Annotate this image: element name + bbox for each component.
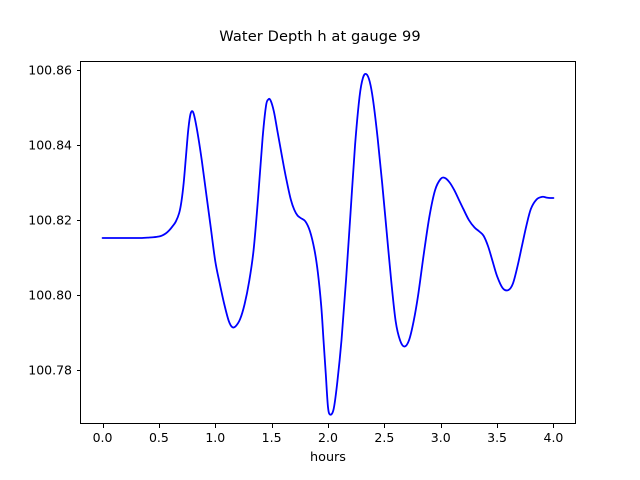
x-tick-mark bbox=[497, 424, 499, 428]
x-tick-mark bbox=[158, 424, 160, 428]
x-tick-mark bbox=[384, 424, 386, 428]
x-tick-label: 3.5 bbox=[487, 430, 508, 445]
y-tick-mark bbox=[76, 70, 80, 72]
y-axis-tick-labels: 100.78 100.80 100.82 100.84 100.86 bbox=[0, 0, 72, 480]
y-tick-mark bbox=[76, 220, 80, 222]
y-tick-label: 100.80 bbox=[28, 287, 72, 303]
data-curve-container bbox=[80, 61, 576, 424]
x-tick-mark bbox=[102, 424, 104, 428]
x-tick-mark bbox=[215, 424, 217, 428]
axes-frame bbox=[80, 61, 576, 424]
chart-title: Water Depth h at gauge 99 bbox=[219, 28, 421, 45]
x-tick-label: 2.5 bbox=[374, 430, 395, 445]
y-tick-mark bbox=[76, 145, 80, 147]
y-tick-mark bbox=[76, 369, 80, 371]
x-tick-mark bbox=[271, 424, 273, 428]
plot-area bbox=[80, 61, 576, 424]
x-tick-label: 0.0 bbox=[92, 430, 113, 445]
series-line-h bbox=[103, 74, 554, 415]
x-tick-label: 0.5 bbox=[148, 430, 169, 445]
x-tick-mark bbox=[553, 424, 555, 428]
x-tick-mark bbox=[440, 424, 442, 428]
x-tick-label: 4.0 bbox=[543, 430, 564, 445]
x-tick-label: 1.0 bbox=[205, 430, 226, 445]
y-tick-mark bbox=[76, 294, 80, 296]
y-tick-label: 100.82 bbox=[28, 212, 72, 228]
x-axis-label: hours bbox=[310, 450, 346, 465]
x-tick-mark bbox=[328, 424, 329, 428]
x-tick-label: 2.0 bbox=[318, 430, 338, 445]
y-tick-label: 100.78 bbox=[28, 362, 72, 378]
x-tick-label: 1.5 bbox=[261, 430, 282, 445]
y-tick-label: 100.84 bbox=[28, 137, 72, 153]
x-axis-tick-labels: 0.0 0.5 1.0 1.5 2.0 2.5 3.0 3.5 4.0 bbox=[0, 430, 640, 450]
y-tick-label: 100.86 bbox=[28, 62, 72, 78]
x-tick-label: 3.0 bbox=[430, 430, 451, 445]
